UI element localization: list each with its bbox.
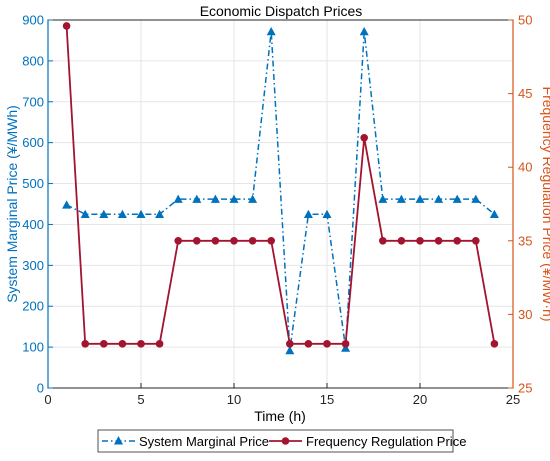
frequency-regulation-price-point — [267, 237, 276, 245]
system-marginal-price-point — [80, 209, 90, 219]
frequency-regulation-price-point — [323, 340, 331, 348]
system-marginal-price-line — [66, 30, 495, 352]
left-y-axis-title: System Marginal Price (¥/MWh) — [4, 105, 20, 303]
left-y-tick-label: 200 — [22, 299, 44, 314]
system-marginal-price-point — [452, 194, 462, 203]
x-axis-title: Time (h) — [254, 408, 306, 424]
left-y-tick-label: 500 — [22, 176, 44, 191]
frequency-regulation-price-point — [118, 340, 127, 348]
frequency-regulation-price-point — [490, 340, 499, 348]
frequency-regulation-price-point — [434, 237, 443, 245]
x-tick-label: 20 — [413, 392, 427, 407]
frequency-regulation-price-point — [174, 237, 182, 245]
system-marginal-price-point — [136, 209, 146, 219]
right-y-axis: 25 30 35 40 45 50 — [508, 13, 532, 396]
left-y-tick-label: 900 — [22, 13, 44, 28]
plot-area-frame — [47, 19, 514, 389]
frequency-regulation-price-point — [100, 340, 108, 348]
left-y-tick-label: 700 — [22, 94, 44, 109]
x-axis: 0 5 10 15 20 25 — [44, 383, 520, 407]
system-marginal-price-point — [173, 194, 183, 203]
frequency-regulation-price-point — [81, 340, 89, 348]
frequency-regulation-price-point — [62, 22, 71, 30]
system-marginal-price-point — [117, 209, 127, 219]
right-y-tick-label: 50 — [518, 13, 532, 28]
frequency-regulation-price-point — [397, 237, 406, 245]
x-tick-label: 5 — [137, 392, 144, 407]
frequency-regulation-price-point — [248, 237, 257, 245]
left-y-tick-label: 400 — [22, 217, 44, 232]
right-y-tick-label: 40 — [518, 160, 532, 175]
x-tick-label: 0 — [44, 392, 51, 407]
frequency-regulation-price-point — [453, 237, 462, 245]
system-marginal-price-point — [210, 194, 220, 203]
system-marginal-price-point — [378, 194, 388, 203]
left-y-axis: 0 100 200 300 400 500 600 700 800 900 — [22, 13, 53, 396]
right-y-tick-label: 35 — [518, 233, 532, 248]
x-tick-label: 25 — [506, 392, 520, 407]
frequency-regulation-price-point — [472, 237, 480, 245]
left-y-tick-label: 100 — [22, 340, 44, 355]
system-marginal-price-point — [396, 194, 406, 203]
legend-marker-system-marginal — [114, 436, 123, 445]
frequency-regulation-price-point — [155, 340, 164, 348]
frequency-regulation-price-point — [416, 237, 424, 245]
system-marginal-price-point — [99, 209, 109, 219]
system-marginal-price-point — [359, 26, 369, 36]
frequency-regulation-price-point — [137, 340, 145, 348]
system-marginal-price-point — [322, 209, 332, 219]
system-marginal-price-point — [192, 194, 202, 203]
system-marginal-price-point — [303, 209, 313, 219]
x-tick-label: 15 — [320, 392, 334, 407]
frequency-regulation-price-point — [341, 340, 350, 348]
system-marginal-price-point — [155, 209, 165, 219]
legend-label-frequency-regulation: Frequency Regulation Price — [306, 434, 466, 449]
system-marginal-price-point — [229, 194, 239, 203]
left-y-tick-label: 800 — [22, 53, 44, 68]
series-layer — [62, 22, 499, 355]
right-y-tick-label: 45 — [518, 86, 532, 101]
system-marginal-price-point — [489, 209, 499, 219]
right-y-tick-label: 30 — [518, 307, 532, 322]
system-marginal-price-point — [62, 200, 72, 209]
legend: System Marginal Price Frequency Regulati… — [97, 429, 466, 453]
frequency-regulation-price-point — [211, 237, 220, 245]
frequency-regulation-price-point — [304, 340, 313, 348]
grid-lines — [47, 19, 514, 389]
right-y-tick-label: 25 — [518, 381, 532, 396]
frequency-regulation-price-point — [193, 237, 201, 245]
x-tick-label: 10 — [227, 392, 241, 407]
right-y-axis-title: Frequency Regulation Price (¥/MW·h) — [540, 87, 550, 322]
legend-marker-frequency-regulation — [281, 437, 290, 445]
chart-title: Economic Dispatch Prices — [200, 3, 363, 19]
left-y-tick-label: 300 — [22, 258, 44, 273]
frequency-regulation-price-point — [230, 237, 238, 245]
system-marginal-price-point — [471, 194, 481, 203]
left-y-tick-label: 0 — [37, 381, 44, 396]
frequency-regulation-price-point — [379, 237, 387, 245]
frequency-regulation-price-point — [286, 340, 294, 348]
legend-label-system-marginal: System Marginal Price — [139, 434, 269, 449]
system-marginal-price-point — [285, 345, 295, 355]
frequency-regulation-price-point — [360, 133, 369, 142]
system-marginal-price-point — [434, 194, 444, 203]
system-marginal-price-point — [415, 194, 425, 203]
left-y-tick-label: 600 — [22, 135, 44, 150]
system-marginal-price-point — [266, 26, 276, 36]
system-marginal-price-point — [248, 194, 258, 203]
